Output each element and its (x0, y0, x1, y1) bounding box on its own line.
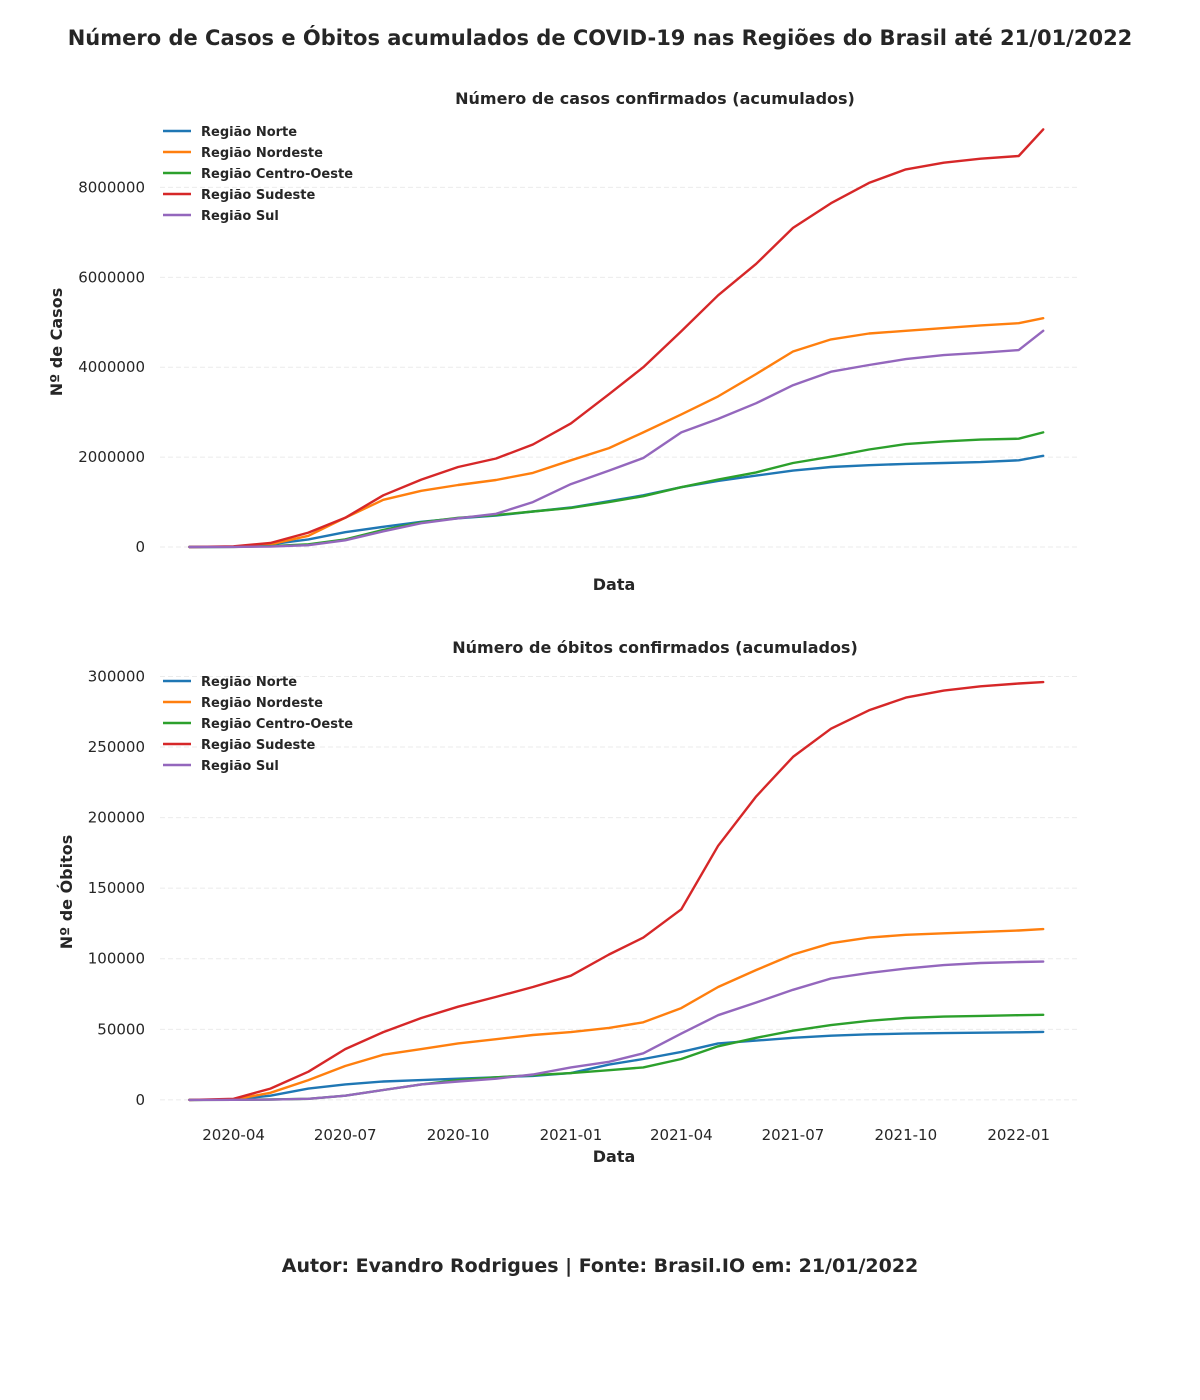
y-tick-label: 2000000 (78, 448, 145, 466)
x-tick-label: 2020-10 (427, 1126, 490, 1144)
legend-label: Região Sudeste (201, 738, 316, 753)
chart-title: Número de óbitos confirmados (acumulados… (452, 638, 858, 657)
x-tick-label: 2020-04 (202, 1126, 265, 1144)
series-line-2 (188, 927, 1045, 1102)
x-tick-label: 2022-01 (987, 1126, 1050, 1144)
figure-title: Número de Casos e Óbitos acumulados de C… (67, 26, 1133, 50)
x-tick-label: 2021-10 (874, 1126, 937, 1144)
figure-footer: Autor: Evandro Rodrigues | Fonte: Brasil… (281, 1255, 919, 1277)
x-tick-label: 2021-01 (540, 1126, 603, 1144)
chart-title: Número de casos confirmados (acumulados) (455, 89, 855, 108)
legend-label: Região Sul (201, 759, 279, 774)
y-tick-label: 50000 (97, 1020, 145, 1038)
chart-panel-2: Número de óbitos confirmados (acumulados… (57, 638, 1080, 1166)
legend-label: Região Sudeste (201, 188, 316, 203)
y-tick-label: 200000 (88, 809, 145, 827)
x-tick-label: 2020-07 (314, 1126, 377, 1144)
series-line-2 (188, 317, 1045, 549)
y-tick-label: 100000 (88, 950, 145, 968)
y-axis-label: Nº de Casos (47, 288, 66, 396)
legend-label: Região Nordeste (201, 146, 323, 161)
chart-legend: Região Norte Região Nordeste Região Centro… (163, 675, 353, 774)
y-tick-label: 250000 (88, 738, 145, 756)
y-tick-label: 6000000 (78, 268, 145, 286)
legend-label: Região Nordeste (201, 696, 323, 711)
x-axis-label: Data (593, 1147, 636, 1166)
legend-label: Região Centro-Oeste (201, 167, 353, 182)
y-tick-label: 150000 (88, 879, 145, 897)
series-line-4 (188, 680, 1045, 1102)
x-axis-label: Data (593, 575, 636, 594)
y-tick-label: 0 (135, 538, 145, 556)
y-tick-label: 8000000 (78, 178, 145, 196)
legend-label: Região Sul (201, 209, 279, 224)
legend-label: Região Centro-Oeste (201, 717, 353, 732)
series-line-1 (188, 1030, 1045, 1102)
y-tick-label: 0 (135, 1091, 145, 1109)
chart-panel-1: Número de casos confirmados (acumulados)… (47, 89, 1080, 594)
series-line-5 (188, 329, 1045, 549)
series-line-5 (188, 960, 1045, 1102)
y-axis-label: Nº de Óbitos (57, 835, 76, 950)
x-tick-label: 2021-04 (650, 1126, 713, 1144)
y-tick-label: 300000 (88, 667, 145, 685)
x-tick-label: 2021-07 (762, 1126, 825, 1144)
y-tick-label: 4000000 (78, 358, 145, 376)
chart-legend: Região Norte Região Nordeste Região Centro… (163, 125, 353, 224)
series-line-4 (188, 128, 1045, 549)
legend-label: Região Norte (201, 125, 297, 140)
legend-label: Região Norte (201, 675, 297, 690)
